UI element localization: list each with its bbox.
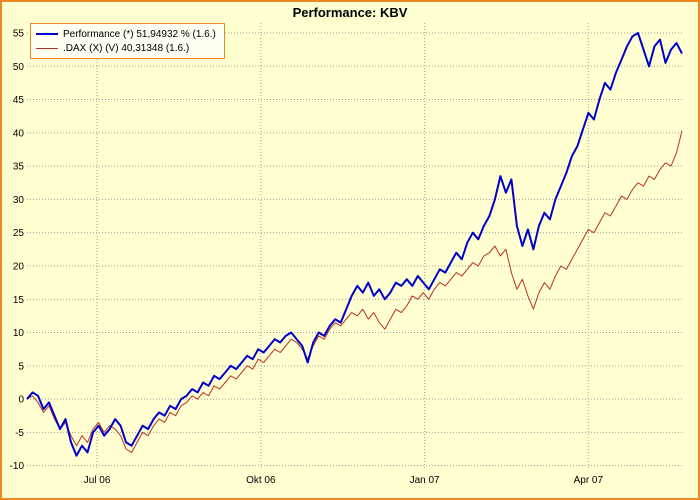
svg-text:45: 45 bbox=[13, 95, 25, 106]
svg-text:5: 5 bbox=[18, 361, 24, 372]
svg-text:20: 20 bbox=[13, 261, 25, 272]
svg-text:-10: -10 bbox=[10, 461, 25, 472]
dax-line-swatch bbox=[36, 47, 58, 49]
svg-text:Okt 06: Okt 06 bbox=[246, 475, 276, 486]
legend-item-performance: Performance (*) 51,94932 % (1.6.) bbox=[36, 27, 216, 41]
svg-text:30: 30 bbox=[13, 195, 25, 206]
svg-text:-5: -5 bbox=[15, 428, 24, 439]
legend: Performance (*) 51,94932 % (1.6.) .DAX (… bbox=[30, 23, 225, 59]
performance-line-swatch bbox=[36, 33, 58, 35]
legend-item-dax: .DAX (X) (V) 40,31348 (1.6.) bbox=[36, 41, 216, 55]
svg-text:40: 40 bbox=[13, 128, 25, 139]
svg-text:25: 25 bbox=[13, 228, 25, 239]
legend-label-dax: .DAX (X) (V) 40,31348 (1.6.) bbox=[63, 42, 190, 54]
svg-text:55: 55 bbox=[13, 28, 25, 39]
svg-text:Jul 06: Jul 06 bbox=[84, 475, 111, 486]
svg-text:Apr 07: Apr 07 bbox=[574, 475, 604, 486]
svg-text:Jan 07: Jan 07 bbox=[410, 475, 440, 486]
svg-text:10: 10 bbox=[13, 328, 25, 339]
svg-text:15: 15 bbox=[13, 295, 25, 306]
svg-text:35: 35 bbox=[13, 162, 25, 173]
legend-label-performance: Performance (*) 51,94932 % (1.6.) bbox=[63, 28, 216, 40]
svg-text:50: 50 bbox=[13, 62, 25, 73]
svg-text:0: 0 bbox=[18, 395, 24, 406]
chart-title: Performance: KBV bbox=[292, 5, 408, 20]
